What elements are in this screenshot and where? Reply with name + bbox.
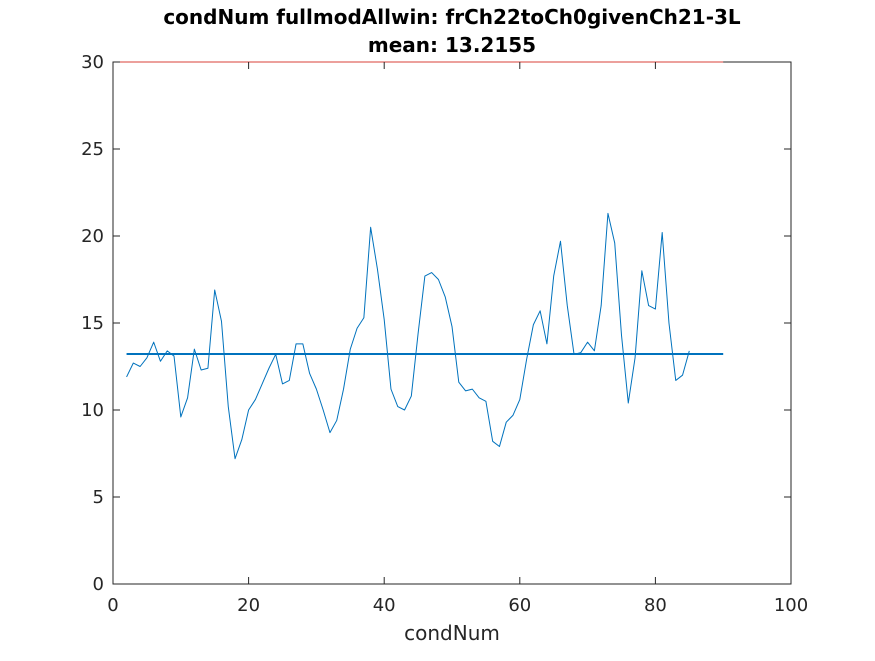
y-tick-label: 15 <box>81 313 104 334</box>
y-tick-label: 5 <box>93 487 104 508</box>
data-series-line <box>126 212 690 460</box>
x-tick-label: 100 <box>774 595 808 616</box>
x-tick-label: 40 <box>373 595 396 616</box>
y-tick-label: 20 <box>81 226 104 247</box>
x-tick-label: 80 <box>644 595 667 616</box>
y-tick-label: 0 <box>93 574 104 595</box>
series-layer <box>113 61 724 460</box>
chart-subtitle: mean: 13.2155 <box>368 33 536 57</box>
chart-title: condNum fullmodAllwin: frCh22toCh0givenC… <box>163 5 741 29</box>
y-tick-label: 25 <box>81 139 104 160</box>
axis-ticks: 0 20 40 60 80 100 0 5 10 15 20 25 30 <box>81 52 808 616</box>
x-axis-label: condNum <box>404 621 500 645</box>
y-tick-label: 30 <box>81 52 104 73</box>
x-tick-label: 0 <box>107 595 118 616</box>
y-tick-label: 10 <box>81 400 104 421</box>
x-tick-label: 20 <box>237 595 260 616</box>
x-tick-label: 60 <box>508 595 531 616</box>
plot-area <box>112 61 792 585</box>
